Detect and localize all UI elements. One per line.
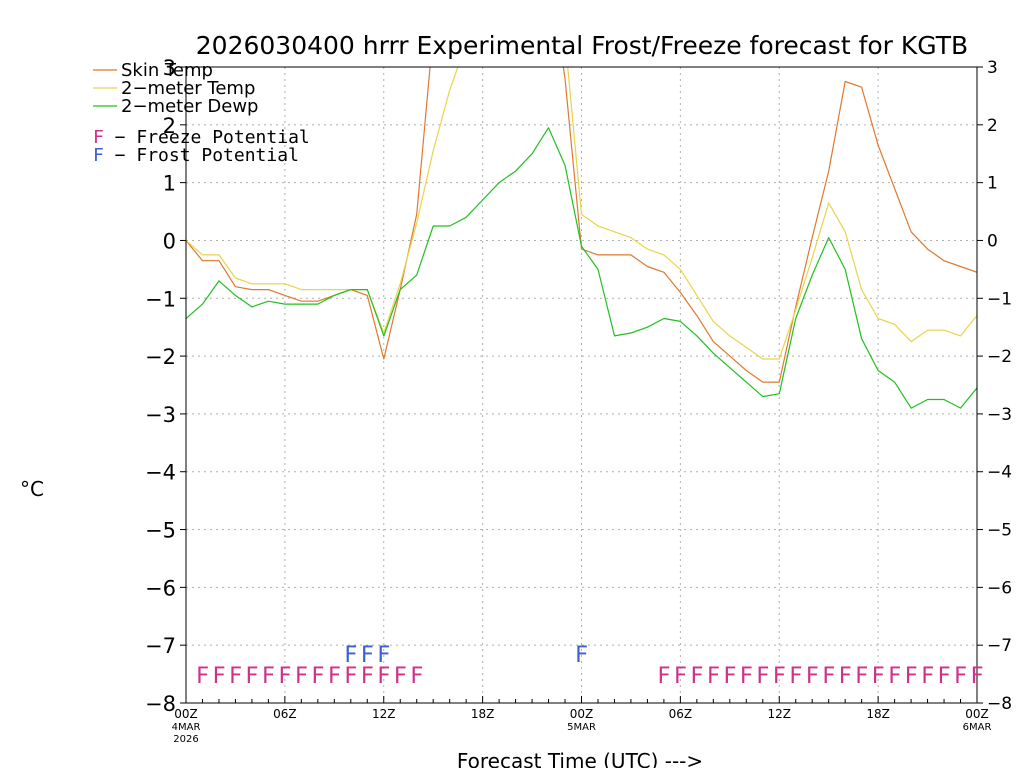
freeze-flag: F — [740, 664, 753, 689]
y-tick-label: −7 — [145, 634, 176, 658]
x-tick-label: 00Z — [965, 707, 989, 721]
freeze-flag: F — [723, 664, 736, 689]
frost-flag: F — [575, 643, 588, 668]
y-tick-label: −3 — [145, 403, 176, 427]
freeze-flag: F — [822, 664, 835, 689]
x-tick-label: 12Z — [372, 707, 396, 721]
freeze-flag: F — [245, 664, 258, 689]
y-tick-label: 2 — [163, 114, 176, 138]
freeze-flag: F — [262, 664, 275, 689]
y-tick-label-right: 3 — [987, 58, 998, 78]
y-axis-left: −8 −7 −6 −5 −4 −3 −2 −1 0 1 2 3 — [145, 56, 186, 716]
freeze-flag: F — [855, 664, 868, 689]
y-tick-label-right: 0 — [987, 231, 998, 251]
potential-legend-letter: F — [93, 127, 104, 148]
freeze-flag: F — [839, 664, 852, 689]
freeze-flag: F — [410, 664, 423, 689]
potential-legend-item: F − Freeze Potential — [93, 127, 310, 148]
x-tick-label: 00Z — [570, 707, 594, 721]
frost-flag: F — [361, 643, 374, 668]
y-tick-label-right: −8 — [987, 694, 1012, 714]
y-tick-label-right: −1 — [987, 289, 1012, 309]
legend-label: Skin Temp — [121, 60, 213, 81]
y-tick-label-right: −4 — [987, 463, 1012, 483]
frost-flag: F — [344, 643, 357, 668]
y-tick-label-right: 2 — [987, 116, 998, 136]
freeze-flag: F — [311, 664, 324, 689]
x-tick-year: 2026 — [173, 734, 198, 745]
x-tick-date: 6MAR — [963, 722, 992, 733]
freeze-flag: F — [756, 664, 769, 689]
y-tick-label: −1 — [145, 287, 176, 311]
freeze-flag: F — [196, 664, 209, 689]
potential-legend-text: − Frost Potential — [104, 145, 299, 166]
x-tick-label: 18Z — [471, 707, 495, 721]
y-tick-label-right: −3 — [987, 405, 1012, 425]
x-tick-label: 06Z — [669, 707, 693, 721]
freeze-flag: F — [789, 664, 802, 689]
freeze-flag: F — [361, 664, 374, 689]
series-lines — [186, 67, 977, 409]
potential-legend-item: F − Frost Potential — [93, 145, 299, 166]
freeze-flag: F — [344, 664, 357, 689]
freeze-flag: F — [394, 664, 407, 689]
freeze-flag: F — [806, 664, 819, 689]
x-tick-label: 18Z — [866, 707, 890, 721]
x-tick-label: 00Z — [174, 707, 198, 721]
y-tick-label-right: −7 — [987, 636, 1012, 656]
freeze-flag: F — [773, 664, 786, 689]
legend-label: 2−meter Dewp — [121, 96, 258, 117]
potential-flags: F F F F F F F F F F F F F F F F F F F F F F F F F F F F F F F F F FF F F F — [196, 643, 984, 689]
legend-label: 2−meter Temp — [121, 78, 255, 99]
y-tick-label: −6 — [145, 576, 176, 600]
y-tick-label-right: −5 — [987, 521, 1012, 541]
potential-legend-text: − Freeze Potential — [104, 127, 310, 148]
freeze-flag: F — [295, 664, 308, 689]
x-tick-label: 12Z — [768, 707, 792, 721]
freeze-flag: F — [872, 664, 885, 689]
y-axis-label: °C — [20, 477, 44, 501]
series-line-2-meter-dewp — [186, 127, 977, 409]
frost-flag: F — [377, 643, 390, 668]
freeze-flag: F — [970, 664, 983, 689]
y-tick-label: 3 — [163, 56, 176, 80]
freeze-flag: F — [377, 664, 390, 689]
x-tick-date: 5MAR — [567, 722, 596, 733]
freeze-flag: F — [888, 664, 901, 689]
freeze-flag: F — [278, 664, 291, 689]
freeze-flag: F — [690, 664, 703, 689]
y-tick-label: −4 — [145, 461, 176, 485]
freeze-flag: F — [328, 664, 341, 689]
series-line-skin-temp — [186, 67, 977, 383]
y-tick-label: 0 — [163, 229, 176, 253]
freeze-flag: F — [657, 664, 670, 689]
y-tick-label: 1 — [163, 172, 176, 196]
y-tick-label: −5 — [145, 519, 176, 543]
y-tick-label: −2 — [145, 345, 176, 369]
freeze-flag: F — [954, 664, 967, 689]
series-line-2-meter-temp — [186, 67, 977, 360]
chart-title: 2026030400 hrrr Experimental Frost/Freez… — [196, 31, 968, 60]
y-tick-label: −8 — [145, 692, 176, 716]
freeze-flag: F — [707, 664, 720, 689]
grid-lines — [186, 67, 977, 703]
freeze-flag: F — [674, 664, 687, 689]
y-tick-label-right: −2 — [987, 347, 1012, 367]
x-tick-date: 4MAR — [172, 722, 201, 733]
freeze-flag: F — [904, 664, 917, 689]
freeze-flag: F — [212, 664, 225, 689]
y-tick-label-right: −6 — [987, 578, 1012, 598]
freeze-flag: F — [937, 664, 950, 689]
x-axis-label: Forecast Time (UTC) ---> — [457, 749, 703, 768]
potential-legend-letter: F — [93, 145, 104, 166]
x-tick-label: 06Z — [273, 707, 297, 721]
freeze-flag: F — [921, 664, 934, 689]
y-tick-label-right: 1 — [987, 174, 998, 194]
freeze-flag: F — [229, 664, 242, 689]
y-axis-right: −8 −7 −6 −5 −4 −3 −2 −1 0 1 2 3 — [977, 58, 1012, 714]
